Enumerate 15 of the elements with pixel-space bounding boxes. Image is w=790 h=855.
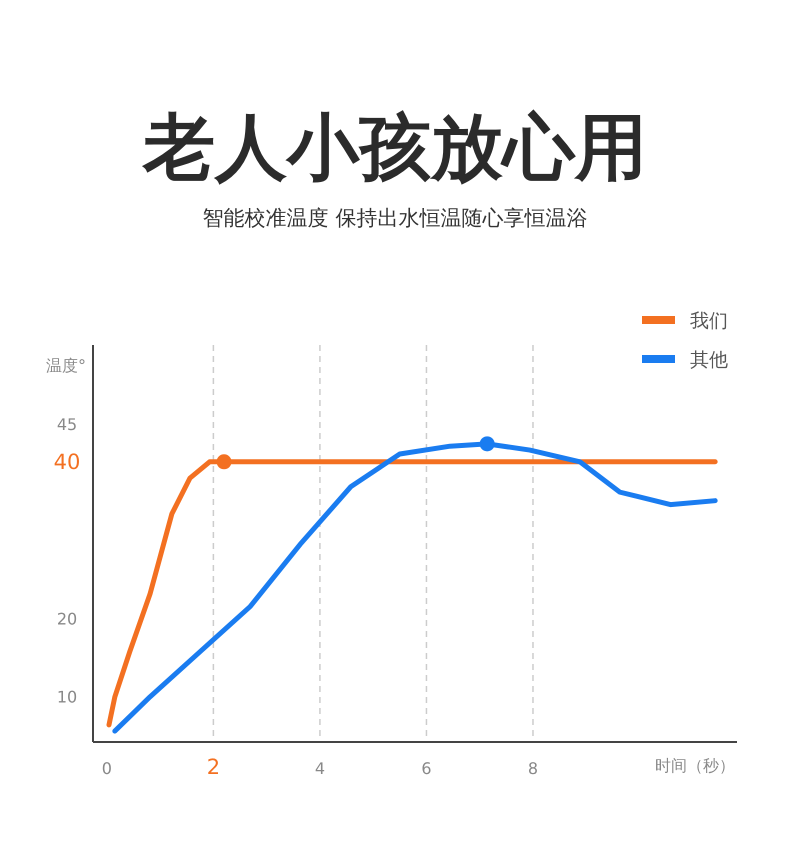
y-tick-label: 10 [56, 687, 78, 706]
chart-title: 老人小孩放心用 [141, 105, 647, 189]
x-tick-label: 0 [102, 759, 112, 778]
y-tick-label: 20 [56, 609, 78, 628]
x-tick-label: 6 [421, 759, 432, 778]
x-tick-label: 4 [314, 759, 326, 778]
legend-label: 其他 [690, 349, 728, 371]
chart-subtitle: 智能校准温度 保持出水恒温随心享恒温浴 [202, 206, 588, 230]
legend-label: 我们 [690, 310, 728, 332]
y-tick-label: 40 [54, 450, 80, 474]
x-tick-label: 2 [206, 755, 220, 779]
x-axis-title: 时间（秒） [655, 756, 735, 775]
y-axis-title: 温度° [46, 356, 86, 375]
x-tick-label: 8 [528, 759, 538, 778]
y-tick-label: 45 [56, 414, 78, 434]
